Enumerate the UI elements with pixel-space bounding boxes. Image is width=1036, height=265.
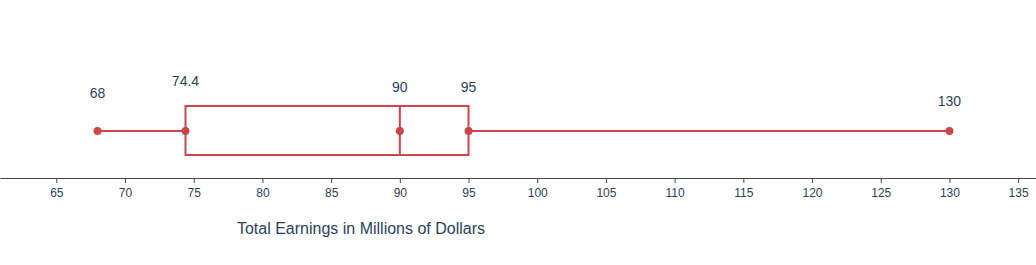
tick-label: 120 xyxy=(803,186,823,200)
point xyxy=(94,127,102,135)
tick-mark xyxy=(949,178,950,183)
tick-mark xyxy=(331,178,332,183)
tick: 80 xyxy=(256,178,270,200)
tick: 130 xyxy=(940,178,960,200)
tick: 105 xyxy=(596,178,616,200)
tick-label: 110 xyxy=(666,186,685,200)
tick-label: 80 xyxy=(256,186,270,200)
point xyxy=(465,127,473,135)
tick-mark xyxy=(675,178,676,183)
chart: 65 70 75 80 85 90 95 100 105 110 115 120 125 130 135 To… xyxy=(0,0,1036,265)
tick-label: 115 xyxy=(734,186,753,200)
data-label: 130 xyxy=(938,93,962,109)
tick: 115 xyxy=(734,178,753,200)
tick-mark xyxy=(537,178,538,183)
tick-mark xyxy=(469,178,470,183)
tick: 90 xyxy=(394,178,408,200)
box xyxy=(185,106,468,155)
tick-label: 70 xyxy=(119,186,133,200)
tick: 135 xyxy=(1009,178,1029,200)
tick-label: 130 xyxy=(940,186,960,200)
data-labels: 68 74.4 90 95 130 xyxy=(90,73,962,109)
tick-mark xyxy=(125,178,126,183)
tick-label: 125 xyxy=(871,186,891,200)
tick-label: 105 xyxy=(596,186,616,200)
tick-mark xyxy=(812,178,813,183)
x-axis: 65 70 75 80 85 90 95 100 105 110 115 120 125 130 135 xyxy=(1,178,1036,200)
tick-label: 65 xyxy=(50,186,64,200)
axis-title: Total Earnings in Millions of Dollars xyxy=(237,220,485,237)
point xyxy=(945,127,953,135)
tick: 75 xyxy=(188,178,202,200)
tick-mark xyxy=(743,178,744,183)
tick-label: 95 xyxy=(462,186,476,200)
tick: 120 xyxy=(803,178,823,200)
tick-mark xyxy=(56,178,57,183)
tick-label: 135 xyxy=(1009,186,1029,200)
tick: 95 xyxy=(462,178,476,200)
plot-area xyxy=(94,106,954,155)
tick-mark xyxy=(881,178,882,183)
tick-mark xyxy=(262,178,263,183)
tick: 125 xyxy=(871,178,891,200)
tick: 100 xyxy=(528,178,548,200)
tick: 70 xyxy=(119,178,133,200)
tick: 65 xyxy=(50,178,64,200)
tick: 110 xyxy=(666,178,685,200)
point xyxy=(396,127,404,135)
whisker xyxy=(469,130,950,132)
tick-mark xyxy=(400,178,401,183)
axis-line xyxy=(1,178,1036,179)
tick-label: 100 xyxy=(528,186,548,200)
data-label: 90 xyxy=(392,79,408,95)
tick-mark xyxy=(1018,178,1019,183)
tick-label: 90 xyxy=(394,186,408,200)
tick-label: 75 xyxy=(188,186,202,200)
whisker xyxy=(98,130,186,132)
tick-mark xyxy=(606,178,607,183)
tick: 85 xyxy=(325,178,339,200)
tick-mark xyxy=(194,178,195,183)
data-label: 68 xyxy=(90,85,106,101)
point xyxy=(181,127,189,135)
data-label: 74.4 xyxy=(172,73,199,89)
data-label: 95 xyxy=(461,79,477,95)
tick-label: 85 xyxy=(325,186,339,200)
